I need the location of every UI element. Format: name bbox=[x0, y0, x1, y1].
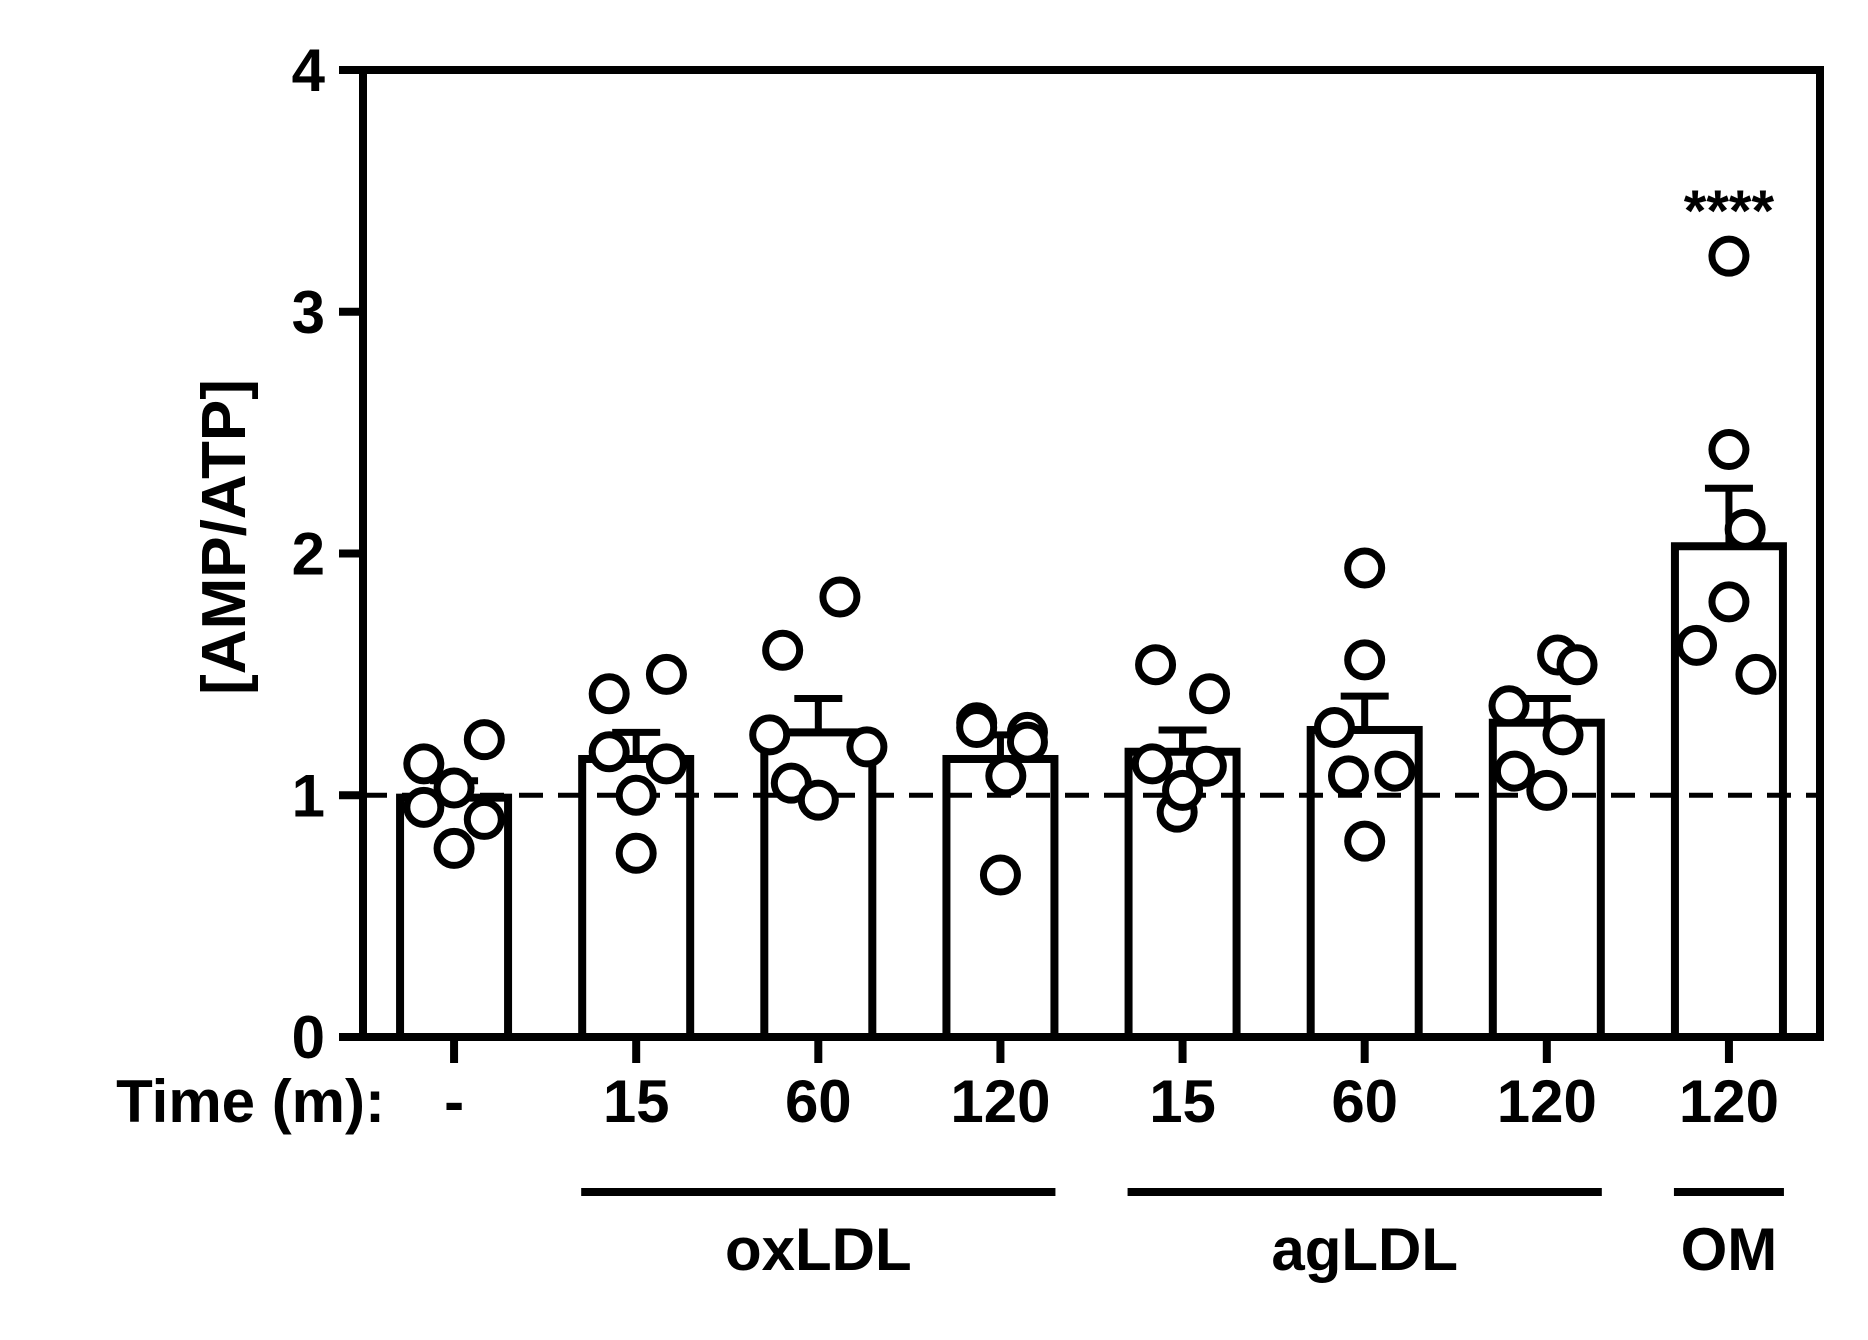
data-point bbox=[588, 731, 630, 773]
y-tick-label: 0 bbox=[292, 1004, 325, 1071]
x-tick-label: 60 bbox=[785, 1068, 852, 1135]
x-axis-label: Time (m): bbox=[116, 1068, 385, 1135]
data-point bbox=[1493, 750, 1535, 792]
y-tick-label: 1 bbox=[292, 762, 325, 829]
y-axis-label: [AMP/ATP] bbox=[190, 379, 259, 695]
data-point bbox=[1131, 743, 1173, 785]
group-label: agLDL bbox=[1271, 1216, 1458, 1283]
bar bbox=[942, 754, 1059, 1041]
data-point bbox=[433, 767, 475, 809]
data-point bbox=[1327, 755, 1369, 797]
x-tick-label: 120 bbox=[950, 1068, 1050, 1135]
data-point bbox=[749, 714, 791, 756]
x-tick-label: 120 bbox=[1497, 1068, 1597, 1135]
data-point bbox=[1708, 581, 1750, 623]
x-tick-label: 120 bbox=[1679, 1068, 1779, 1135]
data-point bbox=[588, 673, 630, 715]
data-point bbox=[1542, 714, 1584, 756]
data-point bbox=[1185, 745, 1227, 787]
data-point bbox=[433, 827, 475, 869]
data-point bbox=[846, 726, 888, 768]
significance-marker: **** bbox=[1684, 179, 1775, 244]
x-tick-label: 15 bbox=[603, 1068, 670, 1135]
data-point bbox=[1526, 769, 1568, 811]
data-point bbox=[1344, 639, 1386, 681]
data-point bbox=[1708, 429, 1750, 471]
data-point bbox=[1724, 508, 1766, 550]
data-point bbox=[1006, 721, 1048, 763]
data-point bbox=[1708, 235, 1750, 277]
data-point bbox=[985, 755, 1027, 797]
data-point bbox=[762, 629, 804, 671]
data-point bbox=[819, 576, 861, 618]
data-point bbox=[1344, 820, 1386, 862]
data-point bbox=[979, 854, 1021, 896]
data-point bbox=[1676, 624, 1718, 666]
x-tick-label: - bbox=[444, 1068, 464, 1135]
data-point bbox=[615, 774, 657, 816]
data-point bbox=[1488, 685, 1530, 727]
x-tick-label: 60 bbox=[1331, 1068, 1398, 1135]
data-point bbox=[1556, 644, 1598, 686]
data-point bbox=[1313, 707, 1355, 749]
data-point bbox=[403, 743, 445, 785]
data-point bbox=[645, 653, 687, 695]
x-tick-label: 15 bbox=[1149, 1068, 1216, 1135]
data-point bbox=[1374, 750, 1416, 792]
data-point bbox=[615, 832, 657, 874]
data-point bbox=[463, 719, 505, 761]
data-point bbox=[645, 743, 687, 785]
data-point bbox=[403, 786, 445, 828]
bar bbox=[1124, 747, 1241, 1041]
data-point bbox=[1162, 769, 1204, 811]
data-point bbox=[1189, 673, 1231, 715]
data-point bbox=[797, 779, 839, 821]
y-tick-label: 3 bbox=[292, 279, 325, 346]
data-point bbox=[956, 707, 998, 749]
group-label: OM bbox=[1681, 1216, 1778, 1283]
data-point bbox=[1735, 653, 1777, 695]
data-point bbox=[463, 798, 505, 840]
y-tick-label: 4 bbox=[292, 37, 326, 104]
group-label: oxLDL bbox=[725, 1216, 912, 1283]
data-point bbox=[1344, 547, 1386, 589]
data-point bbox=[1135, 644, 1177, 686]
y-tick-label: 2 bbox=[292, 521, 325, 588]
